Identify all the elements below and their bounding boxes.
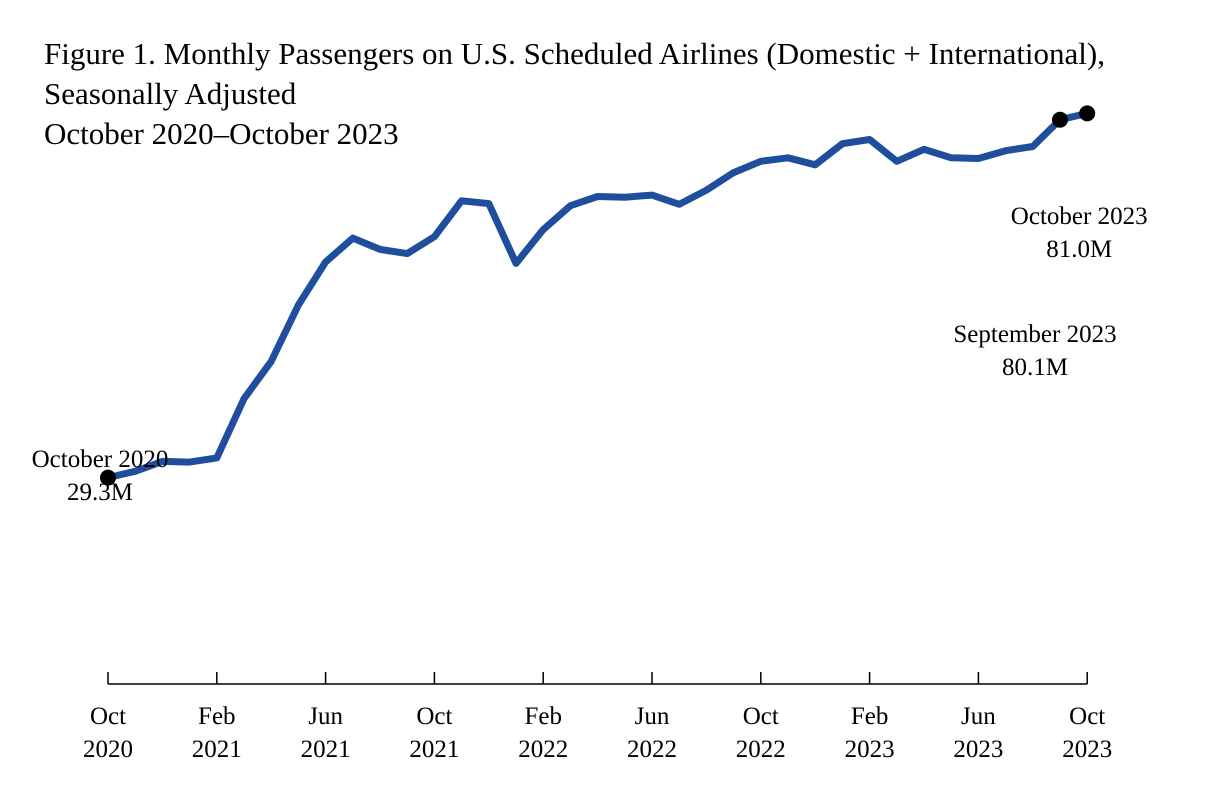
x-tick-year: 2021 (192, 736, 242, 763)
x-tick-month: Feb (524, 703, 562, 730)
passengers-series-line (104, 109, 1091, 482)
x-axis: Oct 2020 Feb 2021 Jun 2021 Oct 2021 Feb 2022 Jun 20… (83, 672, 1112, 763)
series-layer (104, 109, 1091, 482)
x-tick-label: Oct 2023 (1062, 703, 1112, 763)
chart-title-line-3: October 2020–October 2023 (44, 116, 399, 151)
x-tick-label: Oct 2021 (409, 703, 459, 763)
x-tick-month: Oct (416, 703, 452, 730)
x-tick-month: Oct (90, 703, 126, 730)
x-tick-label: Oct 2020 (83, 703, 133, 763)
chart-title-line-1: Figure 1. Monthly Passengers on U.S. Sch… (44, 36, 1105, 71)
chart-title-line-2: Seasonally Adjusted (44, 76, 297, 111)
x-tick-label: Jun 2021 (301, 703, 351, 763)
x-tick-month: Jun (308, 703, 343, 730)
x-tick-label: Feb 2023 (845, 703, 895, 763)
data-point-marker (100, 469, 116, 486)
data-point-marker (1052, 111, 1068, 128)
x-tick-label: Jun 2023 (953, 703, 1003, 763)
chart-title: Figure 1. Monthly Passengers on U.S. Sch… (44, 34, 1105, 154)
annotation-label: September 2023 (953, 321, 1116, 348)
x-tick-label: Jun 2022 (627, 703, 677, 763)
x-tick-year: 2020 (83, 736, 133, 763)
x-tick-month: Jun (635, 703, 670, 730)
x-tick-year: 2022 (736, 736, 786, 763)
annotation-value: 80.1M (1002, 354, 1068, 381)
x-tick-month: Jun (961, 703, 996, 730)
x-tick-month: Feb (198, 703, 236, 730)
data-point-marker (1079, 105, 1096, 122)
annotation-label: October 2020 (32, 446, 169, 473)
annotation-value: 81.0M (1046, 236, 1112, 263)
x-tick-year: 2023 (953, 736, 1003, 763)
annotation-label: October 2023 (1011, 203, 1148, 230)
x-tick-label: Oct 2022 (736, 703, 786, 763)
x-tick-year: 2023 (1062, 736, 1112, 763)
x-tick-year: 2021 (409, 736, 459, 763)
x-tick-year: 2023 (845, 736, 895, 763)
x-tick-year: 2021 (301, 736, 351, 763)
annotations: October 2020 29.3M September 2023 80.1M Octo… (32, 105, 1148, 506)
annotation-value: 29.3M (67, 479, 133, 506)
x-tick-month: Oct (743, 703, 779, 730)
x-tick-label: Feb 2021 (192, 703, 242, 763)
x-tick-label: Feb 2022 (518, 703, 568, 763)
x-tick-year: 2022 (627, 736, 677, 763)
x-tick-month: Oct (1069, 703, 1105, 730)
x-tick-month: Feb (851, 703, 889, 730)
x-tick-year: 2022 (518, 736, 568, 763)
